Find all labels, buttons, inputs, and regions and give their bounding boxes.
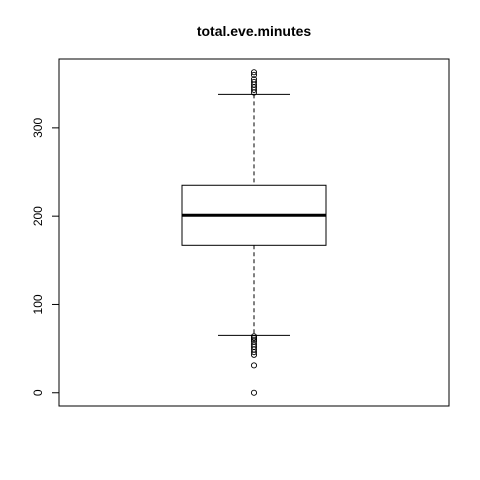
outlier-point-1 [251, 363, 256, 368]
y-tick-label-100: 100 [31, 294, 45, 314]
y-tick-label-200: 200 [31, 206, 45, 226]
y-axis: 0 100 200 300 [31, 118, 59, 397]
y-tick-label-0: 0 [31, 389, 45, 396]
box-plot [182, 94, 326, 335]
y-tick-label-300: 300 [31, 118, 45, 138]
chart-title: total.eve.minutes [197, 23, 312, 39]
outlier-point-0 [251, 390, 256, 395]
